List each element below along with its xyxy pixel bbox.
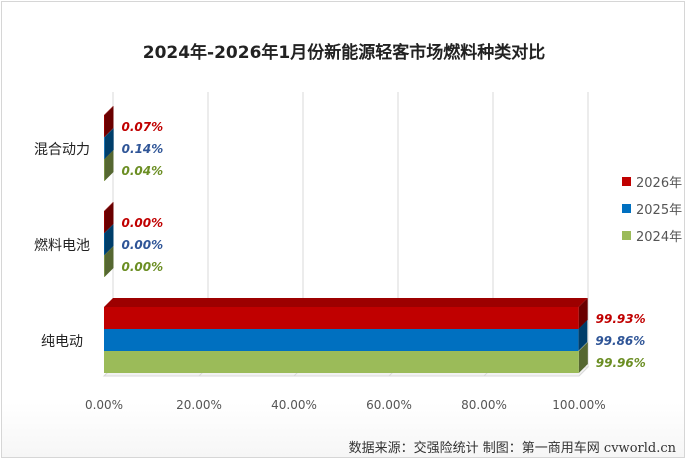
bar-top-face (104, 106, 114, 115)
bar (104, 307, 579, 329)
x-tick-label: 20.00% (176, 398, 222, 412)
data-label: 0.07% (122, 120, 164, 134)
y-category-label: 混合动力 (34, 142, 90, 158)
bar-side-face (578, 342, 588, 373)
bar-side-face (104, 224, 114, 255)
bar (104, 329, 579, 351)
bar-side-face (104, 128, 114, 159)
data-label: 99.96% (596, 356, 646, 370)
legend-label-2024: 2024年 (636, 229, 683, 245)
legend-label-2025: 2025年 (636, 202, 683, 218)
bar-side-face (104, 202, 114, 233)
x-tick-label: 60.00% (366, 398, 412, 412)
legend-swatch-2026 (622, 176, 631, 186)
bar (104, 233, 105, 255)
bar (104, 137, 105, 159)
legend-swatch-2024 (622, 230, 631, 240)
bar (104, 255, 105, 277)
x-tick-label: 40.00% (271, 398, 317, 412)
legend-item-2026: 2026年 (622, 173, 683, 191)
bar (104, 211, 105, 233)
x-tick-label: 80.00% (461, 398, 507, 412)
data-label: 0.00% (122, 238, 164, 252)
data-label: 99.93% (596, 312, 646, 326)
bar-top-face (104, 298, 588, 307)
x-tick-label: 0.00% (85, 398, 123, 412)
data-label: 0.04% (122, 164, 164, 178)
data-label: 0.14% (122, 142, 164, 156)
data-label: 0.00% (122, 260, 164, 274)
gridline-floor (578, 366, 589, 377)
bar-side-face (104, 150, 114, 181)
legend-item-2025: 2025年 (622, 200, 683, 218)
legend-swatch-2025 (622, 203, 631, 213)
bar (104, 115, 105, 137)
y-category-label: 燃料电池 (34, 237, 90, 254)
bar-side-face (104, 246, 114, 277)
bar (104, 351, 579, 373)
bar-side-face (578, 320, 588, 351)
legend-item-2024: 2024年 (622, 227, 683, 245)
data-label: 0.00% (122, 216, 164, 230)
source-note: 数据来源：交强险统计 制图：第一商用车网 cvworld.cn (348, 441, 676, 456)
y-category-label: 纯电动 (41, 334, 83, 350)
data-label: 99.86% (595, 334, 645, 348)
bar-side-face (578, 298, 588, 329)
bar-side-face (104, 106, 114, 137)
bar (104, 159, 105, 181)
bar-top-face (104, 202, 114, 211)
chart-title: 2024年-2026年1月份新能源轻客市场燃料种类对比 (142, 43, 546, 63)
legend-label-2026: 2026年 (636, 175, 683, 191)
x-tick-label: 100.00% (552, 398, 605, 412)
